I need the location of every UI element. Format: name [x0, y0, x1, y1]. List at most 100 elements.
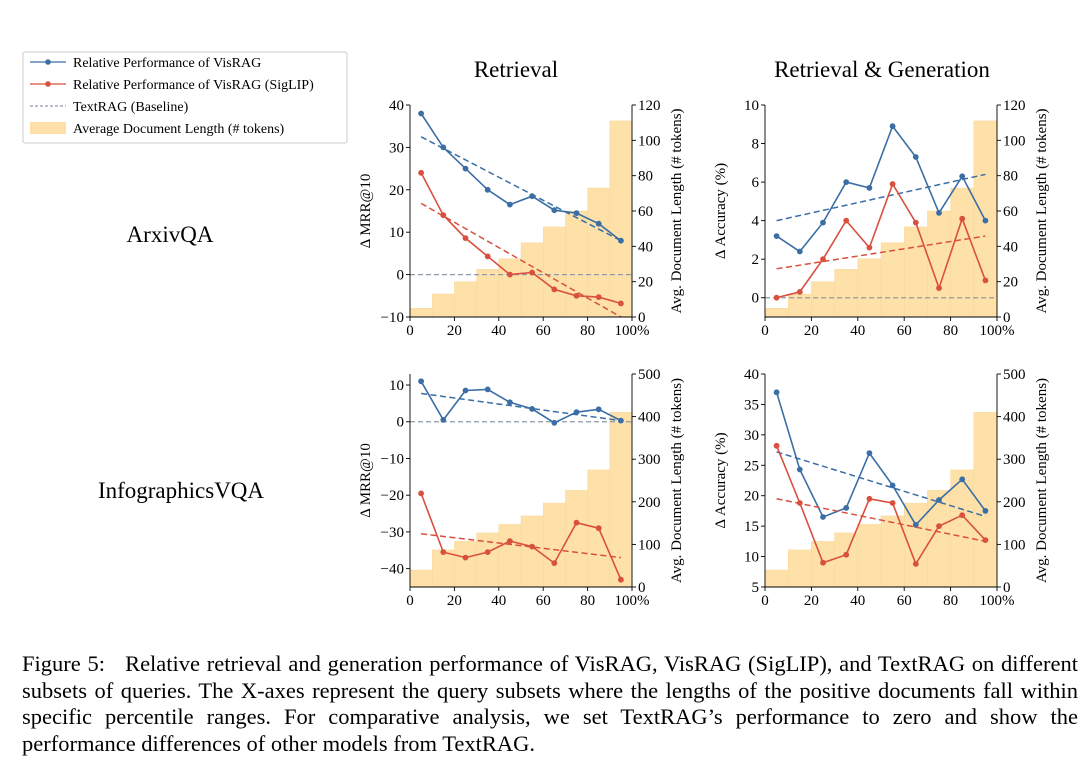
y2-tick-label: 100	[1003, 537, 1026, 553]
legend-visrag-label: Relative Performance of VisRAG	[73, 56, 261, 71]
visrag-point	[843, 179, 850, 186]
doc-length-bar	[520, 515, 544, 588]
y2-tick-label: 0	[1003, 580, 1011, 596]
siglip-trend-line	[776, 235, 986, 270]
visrag-point	[573, 409, 580, 416]
x-tick-label: 100%	[980, 593, 1015, 609]
visrag-point	[959, 173, 966, 180]
legend: Relative Performance of VisRAG Relative …	[22, 51, 348, 144]
visrag-point	[773, 389, 780, 396]
y-tick-label: −10	[381, 451, 404, 467]
y-tick-label: 10	[744, 550, 759, 566]
legend-siglip-label: Relative Performance of VisRAG (SigLIP)	[73, 78, 314, 93]
visrag-point	[820, 514, 826, 520]
siglip-point	[484, 549, 491, 555]
y2-tick-label: 80	[638, 169, 653, 185]
siglip-point	[982, 537, 989, 543]
legend-visrag-marker	[45, 59, 51, 65]
visrag-point	[982, 217, 989, 224]
visrag-point	[507, 201, 513, 208]
siglip-point	[418, 169, 424, 176]
y2-tick-label: 80	[1003, 169, 1018, 185]
visrag-line	[776, 124, 987, 253]
y-tick-label: 0	[752, 291, 760, 307]
visrag-point	[462, 387, 469, 394]
caption-label: Figure 5:	[22, 651, 105, 676]
y-axis-label: Δ Accuracy (%)	[713, 163, 729, 259]
y2-tick-label: 200	[1003, 495, 1026, 511]
visrag-point	[773, 233, 780, 240]
panel-infographicsvqa-generation: 0 20 40 60 80 100%510152025303540010020030040…	[713, 367, 1050, 609]
legend-textrag-label: TextRAG (Baseline)	[73, 100, 189, 115]
x-tick-label: 40	[850, 593, 865, 609]
figure-caption: Figure 5: Relative retrieval and generat…	[22, 651, 1078, 757]
legend-entry-siglip: Relative Performance of VisRAG (SigLIP)	[30, 78, 314, 93]
visrag-trend-line	[776, 173, 986, 222]
visrag-point	[573, 210, 580, 217]
visrag-point	[595, 220, 602, 227]
visrag-point	[982, 508, 989, 514]
siglip-trend-line	[420, 202, 622, 318]
y-tick-label: −40	[381, 562, 404, 578]
doc-length-bar	[454, 541, 478, 588]
panel-infographicsvqa-retrieval: 0 20 40 60 80 100%−40−30−20−10010010020030040…	[358, 367, 685, 609]
siglip-point	[889, 181, 896, 187]
visrag-line	[775, 392, 987, 527]
visrag-point	[418, 110, 424, 117]
y2-tick-label: 100	[1003, 133, 1026, 149]
siglip-line	[776, 182, 987, 299]
siglip-point	[595, 294, 602, 300]
visrag-trend-line	[420, 392, 622, 422]
y2-tick-label: 120	[638, 98, 661, 114]
y2-tick-label: 500	[638, 367, 661, 383]
x-tick-label: 40	[491, 323, 506, 339]
y2-tick-label: 40	[1003, 239, 1018, 255]
visrag-point	[796, 248, 803, 255]
siglip-point	[820, 256, 826, 263]
y-tick-label: −20	[381, 488, 404, 504]
x-tick-label: 60	[897, 593, 912, 609]
y-tick-label: 8	[752, 137, 760, 153]
siglip-point	[440, 212, 447, 219]
siglip-point	[820, 559, 826, 566]
doc-length-bar	[764, 569, 789, 588]
visrag-point	[912, 154, 919, 160]
visrag-point	[618, 237, 624, 244]
siglip-line	[420, 172, 622, 305]
visrag-point	[418, 378, 424, 385]
siglip-point	[573, 519, 580, 526]
visrag-point	[595, 406, 602, 413]
doc-length-bar	[565, 490, 589, 588]
y2-tick-label: 60	[638, 204, 653, 220]
legend-entry-visrag: Relative Performance of VisRAG	[30, 56, 261, 71]
y2-tick-label: 400	[638, 410, 661, 426]
y-tick-label: 0	[397, 415, 405, 431]
visrag-line	[420, 380, 622, 424]
visrag-point	[866, 185, 873, 191]
x-tick-label: 0	[761, 323, 769, 339]
siglip-point	[912, 219, 919, 226]
visrag-point	[551, 419, 558, 426]
x-tick-label: 40	[850, 323, 865, 339]
doc-length-bar	[904, 226, 928, 318]
legend-doclength-swatch	[30, 122, 66, 134]
siglip-point	[959, 512, 966, 519]
visrag-point	[618, 417, 624, 424]
x-tick-label: 20	[804, 593, 819, 609]
y-tick-label: −30	[381, 525, 404, 541]
siglip-point	[618, 300, 624, 307]
y2-tick-label: 60	[1003, 204, 1018, 220]
siglip-point	[796, 289, 803, 295]
y-tick-label: 40	[389, 98, 404, 114]
siglip-point	[982, 277, 989, 284]
siglip-point	[529, 269, 535, 276]
siglip-point	[507, 271, 513, 278]
siglip-point	[618, 576, 624, 583]
y2-tick-label: 300	[1003, 452, 1026, 468]
figure-5: Relative Performance of VisRAG Relative …	[22, 51, 1050, 609]
visrag-point	[889, 123, 896, 130]
x-tick-label: 100%	[615, 593, 650, 609]
x-tick-label: 60	[536, 323, 551, 339]
x-tick-label: 20	[447, 323, 462, 339]
